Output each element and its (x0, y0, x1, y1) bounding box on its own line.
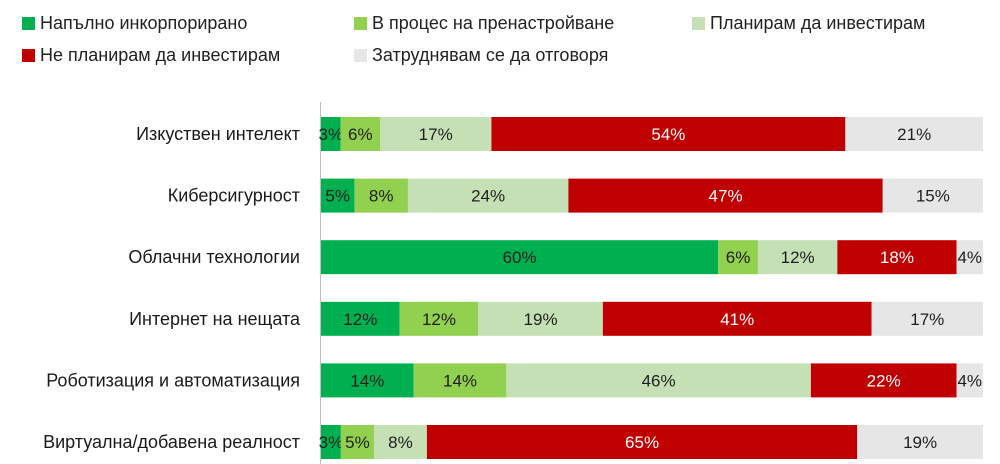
bar-segment (426, 425, 858, 459)
bar-segment (871, 301, 983, 336)
bar-segment (321, 178, 355, 213)
bar-segment (837, 240, 957, 275)
bar-segment (718, 240, 758, 275)
data-label: 5% (325, 187, 350, 206)
bar-segment (956, 363, 983, 398)
category-label: Киберсигурност (168, 186, 300, 206)
data-label: 17% (419, 125, 453, 144)
data-label: 54% (651, 125, 685, 144)
bar-segment (321, 117, 341, 151)
data-label: 17% (910, 310, 944, 329)
bar-segment (321, 301, 400, 336)
legend-label: Затруднявам се да отговоря (372, 45, 608, 65)
data-label: 5% (345, 433, 370, 452)
legend-swatch (354, 49, 367, 62)
data-label: 15% (916, 187, 950, 206)
bar-segment (321, 363, 414, 398)
data-label: 21% (897, 125, 931, 144)
data-label: 18% (880, 248, 914, 267)
bar-segment (491, 117, 846, 151)
data-label: 12% (422, 310, 456, 329)
legend-swatch (692, 17, 705, 30)
bars: 3% 6% 17% 54% 21%5% 8% 24% 47% 15%60% 6% 12% 18% 4%1… (319, 117, 983, 459)
legend-swatch (354, 17, 367, 30)
data-label: 60% (503, 248, 537, 267)
bar-segment (407, 178, 569, 213)
category-label: Виртуална/добавена реалност (43, 432, 300, 452)
data-label: 22% (867, 371, 901, 390)
bar-segment (373, 425, 427, 459)
data-label: 65% (625, 433, 659, 452)
legend-swatch (22, 17, 35, 30)
bar-segment (354, 178, 408, 213)
bar-segment (413, 363, 507, 398)
bar-segment (845, 117, 983, 151)
category-label: Изкуствен интелект (136, 124, 300, 144)
bar-segment (506, 363, 811, 398)
bar-segment (882, 178, 983, 213)
data-label: 8% (388, 433, 413, 452)
legend: Напълно инкорпорирано В процес на пренаст… (22, 13, 925, 65)
category-labels: Изкуствен интелект Киберсигурност Облачни … (43, 124, 301, 452)
data-label: 19% (524, 310, 558, 329)
bar-segment (757, 240, 838, 275)
bar-segment (602, 301, 872, 336)
legend-label: Планирам да инвестирам (710, 13, 925, 33)
bar-segment (956, 240, 983, 275)
bar-segment (379, 117, 492, 151)
data-label: 4% (957, 248, 982, 267)
data-label: 3% (319, 433, 344, 452)
data-label: 46% (642, 371, 676, 390)
legend-swatch (22, 49, 35, 62)
bar-segment (340, 425, 374, 459)
bar-segment (321, 425, 341, 459)
data-label: 14% (350, 371, 384, 390)
bar-segment (857, 425, 983, 459)
data-label: 8% (369, 187, 394, 206)
category-label: Облачни технологии (128, 247, 300, 267)
legend-label: Не планирам да инвестирам (40, 45, 280, 65)
data-label: 41% (720, 310, 754, 329)
category-label: Интернет на нещата (129, 309, 301, 329)
bar-segment (321, 240, 719, 275)
data-label: 24% (471, 187, 505, 206)
legend-label: Напълно инкорпорирано (40, 13, 247, 33)
data-label: 12% (781, 248, 815, 267)
bar-segment (568, 178, 883, 213)
bar-segment (340, 117, 380, 151)
data-label: 6% (726, 248, 751, 267)
data-label: 3% (319, 125, 344, 144)
bar-segment (478, 301, 603, 336)
data-label: 4% (957, 371, 982, 390)
bar-segment (810, 363, 957, 398)
data-label: 47% (709, 187, 743, 206)
legend-label: В процес на пренастройване (372, 13, 614, 33)
data-label: 6% (348, 125, 373, 144)
category-label: Роботизация и автоматизация (46, 370, 300, 390)
bar-segment (399, 301, 479, 336)
data-label: 19% (903, 433, 937, 452)
data-label: 14% (443, 371, 477, 390)
data-label: 12% (343, 310, 377, 329)
